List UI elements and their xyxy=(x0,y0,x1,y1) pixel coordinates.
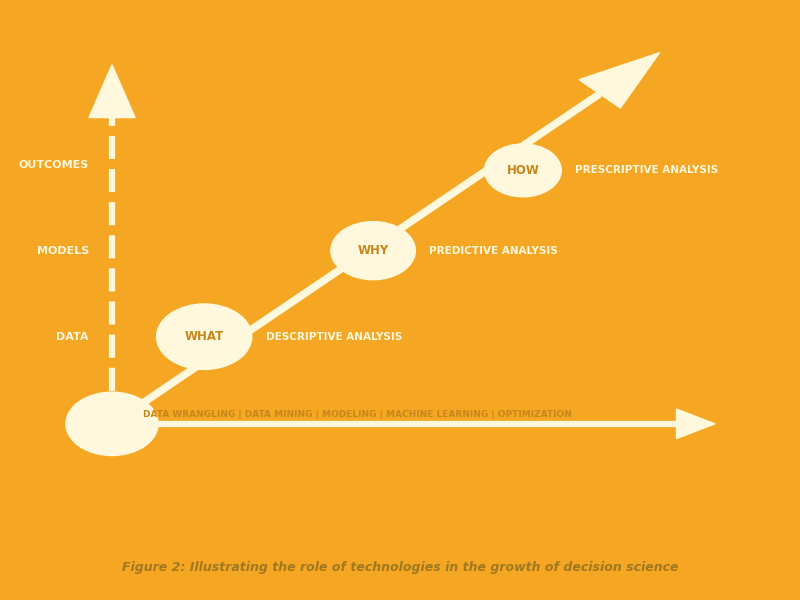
Text: HOW: HOW xyxy=(506,164,539,177)
Text: Figure 2: Illustrating the role of technologies in the growth of decision scienc: Figure 2: Illustrating the role of techn… xyxy=(122,560,678,574)
Text: PREDICTIVE ANALYSIS: PREDICTIVE ANALYSIS xyxy=(429,245,558,256)
Text: WHAT: WHAT xyxy=(185,330,224,343)
Circle shape xyxy=(157,304,252,370)
Circle shape xyxy=(331,221,415,280)
Circle shape xyxy=(485,144,562,197)
Polygon shape xyxy=(89,65,135,118)
Text: WHY: WHY xyxy=(358,244,389,257)
Polygon shape xyxy=(677,409,715,439)
Text: DATA WRANGLING | DATA MINING | MODELING | MACHINE LEARNING | OPTIMIZATION: DATA WRANGLING | DATA MINING | MODELING … xyxy=(142,410,571,419)
Text: DATA: DATA xyxy=(57,332,89,342)
Text: OUTCOMES: OUTCOMES xyxy=(18,160,89,170)
Circle shape xyxy=(66,392,158,455)
Text: MODELS: MODELS xyxy=(37,245,89,256)
Text: DESCRIPTIVE ANALYSIS: DESCRIPTIVE ANALYSIS xyxy=(266,332,402,342)
Polygon shape xyxy=(579,53,659,108)
Text: PRESCRIPTIVE ANALYSIS: PRESCRIPTIVE ANALYSIS xyxy=(575,166,718,175)
